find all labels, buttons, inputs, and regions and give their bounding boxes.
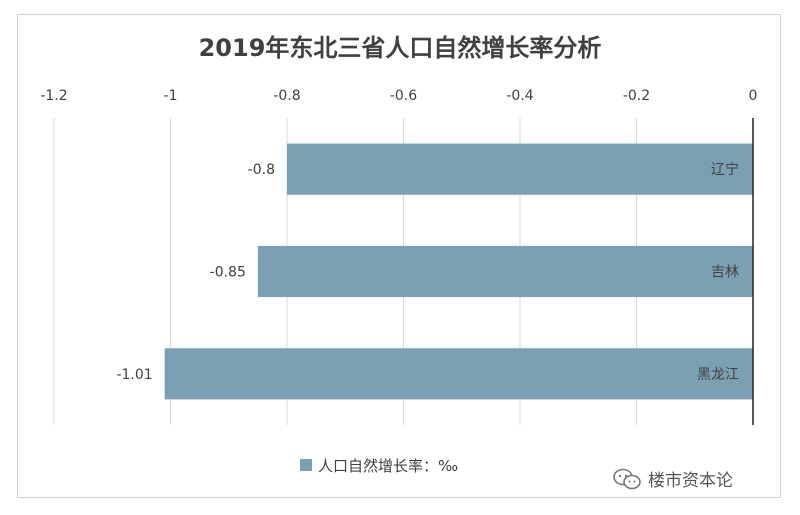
legend-swatch — [300, 459, 312, 471]
x-tick-label: 0 — [749, 88, 758, 104]
category-label: 辽宁 — [711, 161, 739, 178]
bar — [257, 245, 753, 298]
legend-label: 人口自然增长率：‰ — [318, 457, 458, 475]
x-tick-label: -0.8 — [273, 88, 300, 104]
category-label: 吉林 — [711, 265, 739, 281]
category-label: 黑龙江 — [697, 367, 739, 383]
x-tick-label: -0.2 — [623, 88, 650, 104]
bar-value-label: -0.85 — [210, 265, 246, 281]
x-tick-label: -1.2 — [40, 88, 67, 104]
data-labels: -0.8 -0.85 -1.01 — [116, 162, 275, 383]
watermark-text: 楼市资本论 — [648, 471, 733, 491]
legend: 人口自然增长率：‰ — [300, 457, 458, 475]
bar — [287, 143, 753, 195]
bar-value-label: -1.01 — [116, 367, 152, 383]
x-tick-label: -0.6 — [390, 88, 417, 104]
x-tick-label: -0.4 — [506, 88, 533, 104]
wechat-icon — [613, 468, 641, 489]
x-axis-ticks: -1.2 -1 -0.8 -0.6 -0.4 -0.2 0 — [40, 88, 757, 104]
bar-value-label: -0.8 — [248, 162, 275, 178]
x-tick-label: -1 — [164, 88, 178, 104]
bars — [164, 143, 754, 400]
bar — [164, 348, 754, 400]
watermark: 楼市资本论 — [612, 466, 733, 491]
chart-title: 2019年东北三省人口自然增长率分析 — [199, 34, 602, 62]
